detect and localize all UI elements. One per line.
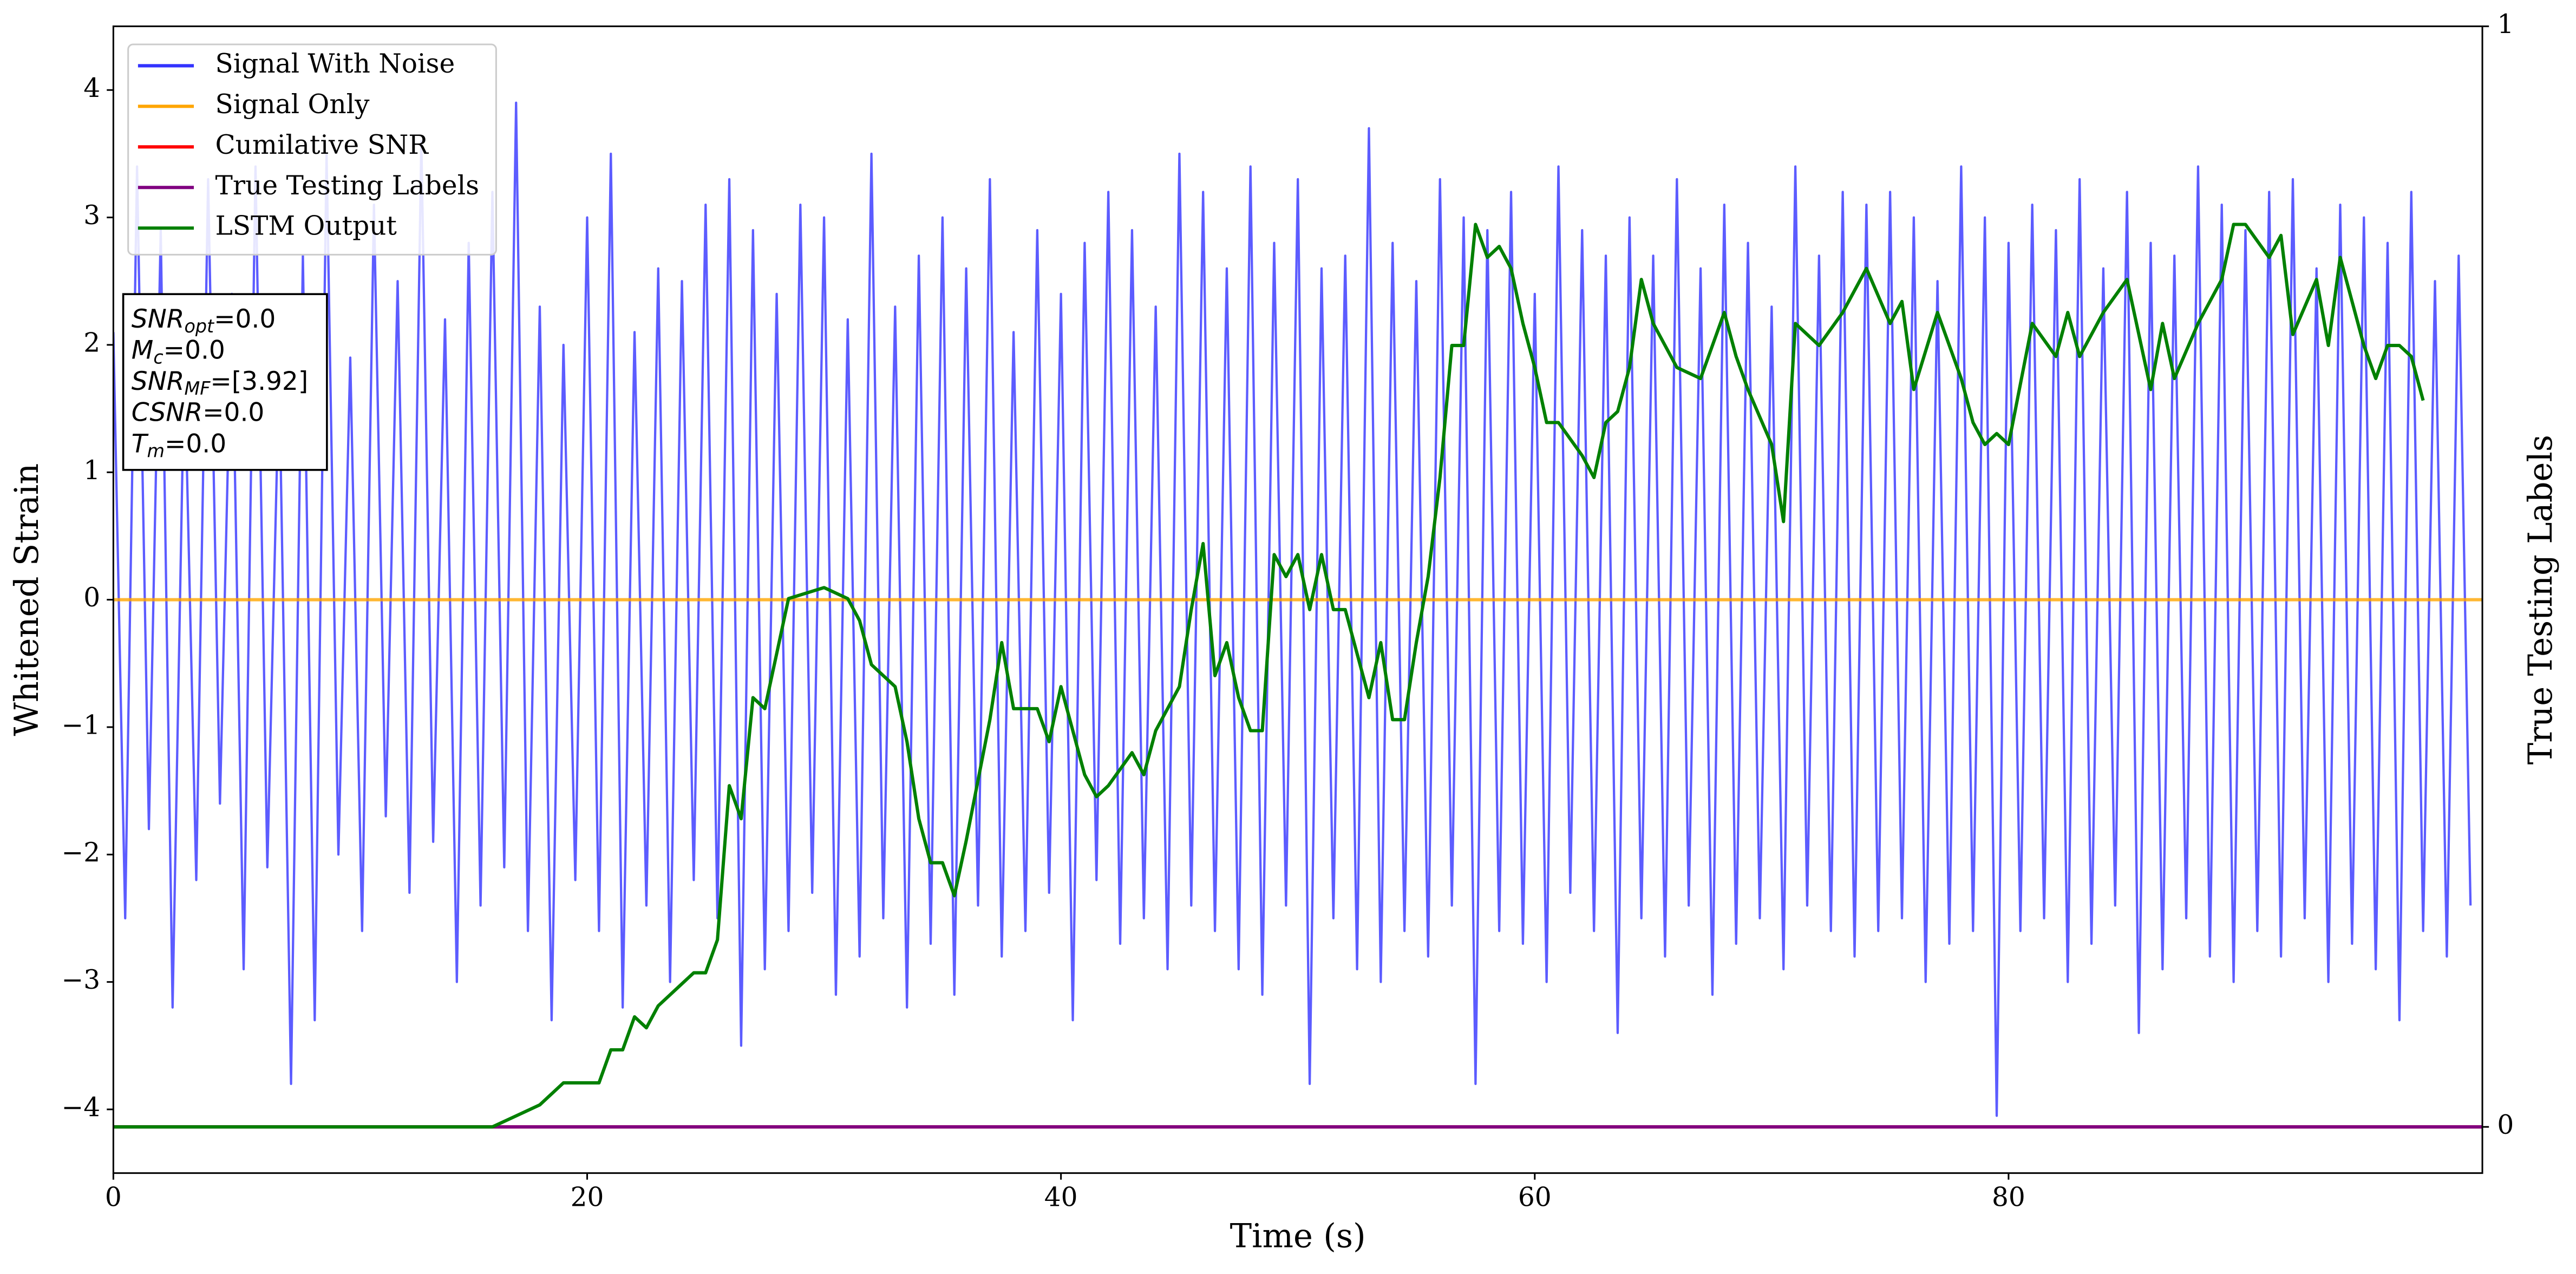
legend-label: LSTM Output <box>215 211 397 241</box>
plot-area <box>113 101 2483 1129</box>
series-line <box>113 101 2472 1117</box>
legend-label: True Testing Labels <box>215 171 480 201</box>
y-tick-label: 1 <box>83 455 100 486</box>
annotation-text: CSNR=0.0 <box>132 397 265 427</box>
annotation-sub: m <box>147 440 165 461</box>
y-tick-label: 3 <box>83 200 100 231</box>
annotation-rest: =0.0 <box>202 397 264 427</box>
annotation-rest: =0.0 <box>165 429 226 459</box>
annotation-main: M <box>132 335 154 365</box>
annotation-text: Mc=0.0 <box>132 335 225 368</box>
annotation-rest: =0.0 <box>214 304 276 334</box>
y-tick-label: −1 <box>62 710 101 740</box>
annotation-sub: MF <box>184 378 211 399</box>
x-axis-label: Time (s) <box>1230 1218 1366 1256</box>
annotation-main: SNR <box>132 304 185 334</box>
legend-label: Signal Only <box>215 89 370 120</box>
y-tick-label: −4 <box>62 1092 101 1122</box>
annotation-rest: =0.0 <box>164 335 225 365</box>
y2-axis-label: True Testing Labels <box>2522 435 2560 765</box>
y-tick-label: 4 <box>83 73 100 103</box>
annotation-main: CSNR <box>132 397 202 427</box>
y-tick-label: 0 <box>83 583 100 613</box>
y-tick-label: 2 <box>83 328 100 358</box>
series-line <box>113 223 2425 1129</box>
annotation-main: SNR <box>132 367 185 396</box>
legend-box <box>127 43 497 256</box>
annotation-sub: opt <box>184 315 215 336</box>
y2-tick-label: 0 <box>2497 1110 2514 1140</box>
annotation-box <box>122 293 328 471</box>
x-tick-label: 80 <box>1992 1182 2025 1213</box>
legend-label: Signal With Noise <box>215 49 455 79</box>
annotation-text: Tm=0.0 <box>132 429 226 461</box>
legend-label: Cumilative SNR <box>215 130 429 160</box>
annotation-main: T <box>132 429 149 459</box>
x-tick-label: 40 <box>1044 1182 1078 1213</box>
annotation-sub: c <box>153 347 163 368</box>
annotation-text: SNRMF=[3.92] <box>132 367 308 399</box>
annotation-text: SNRopt=0.0 <box>132 304 276 336</box>
y2-tick-label: 1 <box>2497 9 2514 40</box>
x-tick-label: 20 <box>571 1182 604 1213</box>
y-tick-label: −2 <box>62 838 101 868</box>
y-tick-label: −3 <box>62 965 101 995</box>
annotation-rest: =[3.92] <box>210 367 308 396</box>
y-axis-label: Whitened Strain <box>8 463 46 736</box>
x-tick-label: 0 <box>105 1182 122 1213</box>
x-tick-label: 60 <box>1518 1182 1552 1213</box>
